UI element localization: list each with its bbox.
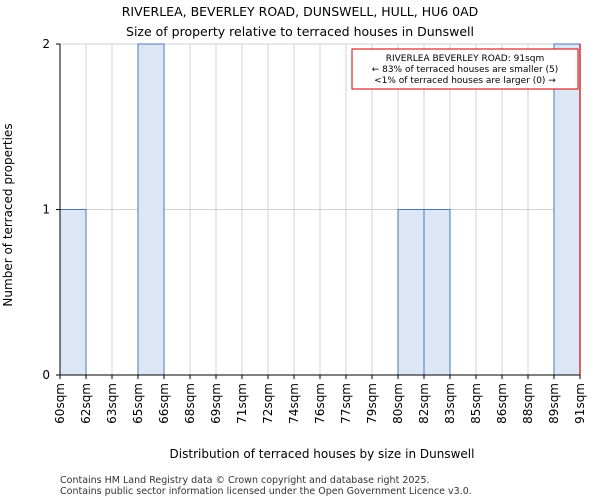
x-tick-label: 74sqm [287, 383, 301, 424]
bar [553, 43, 581, 376]
bar [137, 43, 165, 376]
bar [423, 209, 451, 376]
y-tick-label: 1 [42, 203, 50, 217]
bar [397, 209, 425, 376]
x-tick-label: 62sqm [79, 383, 93, 424]
y-axis-label: Number of terraced properties [1, 123, 15, 306]
x-tick-label: 69sqm [209, 383, 223, 424]
x-tick-label: 72sqm [261, 383, 275, 424]
chart-title: RIVERLEA, BEVERLEY ROAD, DUNSWELL, HULL,… [122, 4, 479, 19]
x-tick-label: 66sqm [157, 383, 171, 424]
bar-layer [59, 43, 581, 376]
x-tick-label: 82sqm [417, 383, 431, 424]
footer-line-2: Contains public sector information licen… [60, 486, 472, 497]
x-tick-label: 76sqm [313, 383, 327, 424]
x-tick-label: 85sqm [469, 383, 483, 424]
x-tick-label: 68sqm [183, 383, 197, 424]
footer-line-1: Contains HM Land Registry data © Crown c… [60, 475, 430, 486]
x-tick-label: 63sqm [105, 383, 119, 424]
chart-subtitle: Size of property relative to terraced ho… [126, 24, 474, 39]
x-tick-label: 89sqm [547, 383, 561, 424]
x-tick-label: 88sqm [521, 383, 535, 424]
x-tick-label: 71sqm [235, 383, 249, 424]
axis-layer: 0 1 2 60sqm 62sqm 63sqm 65sqm 66sqm 68sqm 69sqm 71… [42, 37, 587, 424]
annotation-line-2: ← 83% of terraced houses are smaller (5) [372, 65, 559, 75]
x-tick-label: 77sqm [339, 383, 353, 424]
x-tick-label: 79sqm [365, 383, 379, 424]
annotation-line-1: RIVERLEA BEVERLEY ROAD: 91sqm [386, 54, 545, 64]
x-axis-label: Distribution of terraced houses by size … [170, 447, 475, 461]
x-tick-label: 83sqm [443, 383, 457, 424]
annotation-box: RIVERLEA BEVERLEY ROAD: 91sqm ← 83% of t… [351, 48, 579, 90]
x-tick-label: 65sqm [131, 383, 145, 424]
y-tick-label: 0 [42, 368, 50, 382]
x-tick-label: 86sqm [495, 383, 509, 424]
x-tick-label: 80sqm [391, 383, 405, 424]
x-tick-label: 91sqm [573, 383, 587, 424]
x-tick-label: 60sqm [53, 383, 67, 424]
bar [59, 209, 87, 376]
annotation-line-3: <1% of terraced houses are larger (0) → [374, 76, 556, 86]
y-tick-label: 2 [42, 37, 50, 51]
